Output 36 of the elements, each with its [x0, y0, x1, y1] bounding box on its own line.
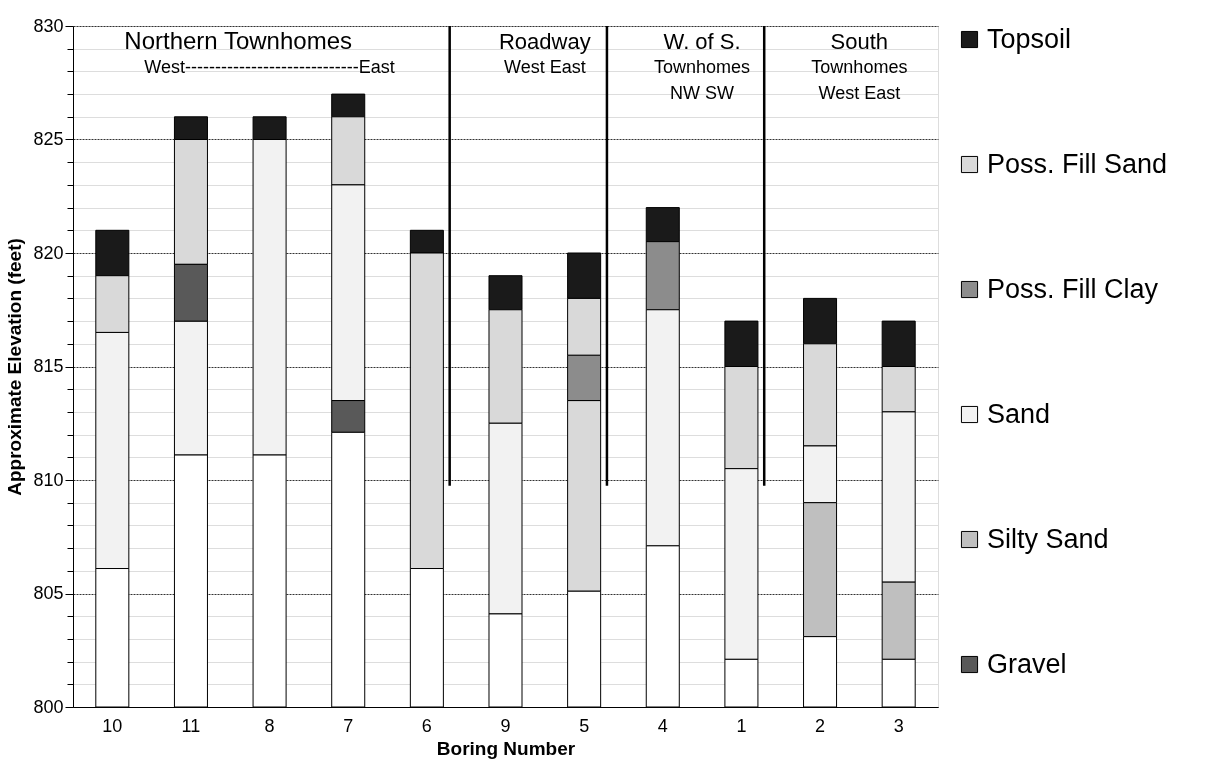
legend-label: Topsoil	[987, 23, 1072, 54]
annotation: West-----------------------------East	[144, 57, 395, 77]
y-axis-title: Approximate Elevation (feet)	[4, 238, 26, 496]
legend-label: Silty Sand	[987, 523, 1109, 554]
annotation: Townhomes	[811, 57, 908, 77]
y-tick-label: 810	[33, 469, 64, 490]
legend-label: Poss. Fill Sand	[987, 148, 1168, 179]
y-tick-label: 830	[33, 15, 64, 36]
x-tick-label: 5	[579, 715, 590, 736]
y-tick-label: 800	[33, 696, 64, 717]
x-tick-label: 7	[343, 715, 354, 736]
annotation: South	[830, 29, 889, 54]
annotation: NW SW	[670, 83, 735, 103]
x-tick-label: 1	[736, 715, 747, 736]
y-tick-label: 825	[33, 129, 64, 149]
annotation: Roadway	[498, 29, 591, 54]
x-tick-label: 2	[815, 715, 826, 736]
y-tick-label: 815	[33, 356, 64, 376]
x-tick-label: 3	[893, 715, 904, 736]
annotation: West East	[503, 57, 586, 77]
x-tick-label: 4	[657, 715, 668, 736]
annotation: West East	[818, 83, 901, 103]
legend-label: Poss. Fill Clay	[987, 273, 1159, 304]
annotation: Townhomes	[654, 57, 751, 77]
annotation: Northern Townhomes	[124, 27, 352, 54]
x-tick-label: 10	[102, 715, 123, 736]
y-tick-label: 820	[33, 242, 64, 263]
x-tick-label: 11	[181, 715, 201, 736]
x-tick-label: 6	[421, 715, 432, 736]
x-tick-label: 9	[500, 715, 511, 736]
x-axis-title: Boring Number	[436, 737, 576, 759]
legend-label: Sand	[987, 398, 1051, 429]
x-tick-label: 8	[264, 715, 275, 736]
annotation: W. of S.	[663, 29, 741, 54]
legend-label: Gravel	[987, 648, 1067, 679]
y-tick-label: 805	[33, 583, 64, 603]
